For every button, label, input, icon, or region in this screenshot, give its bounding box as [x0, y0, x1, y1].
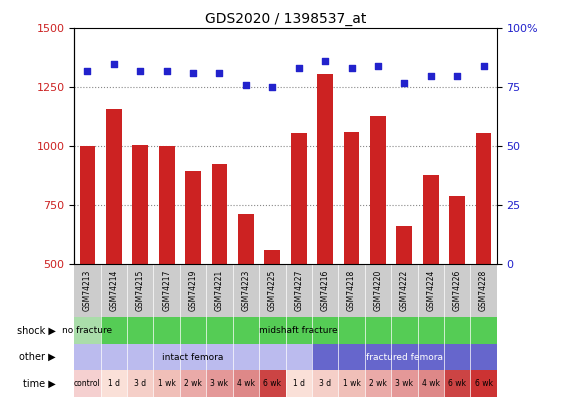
Bar — [476, 133, 492, 264]
Point — [215, 70, 224, 77]
Bar — [185, 171, 201, 264]
Bar — [211, 164, 227, 264]
Title: GDS2020 / 1398537_at: GDS2020 / 1398537_at — [205, 12, 366, 26]
Text: GSM74227: GSM74227 — [294, 270, 303, 311]
Point — [136, 68, 145, 74]
Text: GSM74220: GSM74220 — [373, 270, 383, 311]
Text: GSM74219: GSM74219 — [188, 270, 198, 311]
Point — [373, 63, 383, 69]
Text: 3 wk: 3 wk — [211, 379, 228, 388]
Point — [294, 65, 303, 72]
Text: 3 d: 3 d — [134, 379, 146, 388]
Bar — [370, 115, 386, 264]
Text: control: control — [74, 379, 101, 388]
Point — [83, 68, 92, 74]
Text: 1 d: 1 d — [108, 379, 120, 388]
Bar — [423, 175, 439, 264]
Bar — [238, 213, 254, 264]
Text: 4 wk: 4 wk — [422, 379, 440, 388]
Text: shock ▶: shock ▶ — [17, 326, 56, 336]
Text: GSM74222: GSM74222 — [400, 270, 409, 311]
Text: 1 d: 1 d — [293, 379, 305, 388]
Text: GSM74221: GSM74221 — [215, 270, 224, 311]
Text: 3 wk: 3 wk — [395, 379, 413, 388]
Point — [242, 82, 251, 88]
Point — [188, 70, 198, 77]
Text: fractured femora: fractured femora — [366, 353, 443, 362]
Text: 1 wk: 1 wk — [343, 379, 360, 388]
Point — [347, 65, 356, 72]
Bar — [344, 132, 359, 264]
Text: GSM74217: GSM74217 — [162, 270, 171, 311]
Text: GSM74228: GSM74228 — [479, 270, 488, 311]
Text: 2 wk: 2 wk — [369, 379, 387, 388]
Point — [400, 79, 409, 86]
Text: 1 wk: 1 wk — [158, 379, 176, 388]
Point — [320, 58, 329, 65]
Point — [479, 63, 488, 69]
Text: time ▶: time ▶ — [23, 379, 56, 389]
Text: GSM74215: GSM74215 — [136, 270, 145, 311]
Text: 6 wk: 6 wk — [475, 379, 493, 388]
Point — [109, 60, 118, 67]
Text: 6 wk: 6 wk — [448, 379, 466, 388]
Text: GSM74225: GSM74225 — [268, 270, 277, 311]
Text: GSM74224: GSM74224 — [426, 270, 435, 311]
Text: 3 d: 3 d — [319, 379, 331, 388]
Bar — [132, 145, 148, 264]
Point — [453, 72, 462, 79]
Text: GSM74223: GSM74223 — [242, 270, 251, 311]
Point — [162, 68, 171, 74]
Text: GSM74213: GSM74213 — [83, 270, 92, 311]
Bar — [159, 146, 175, 264]
Point — [426, 72, 435, 79]
Text: GSM74218: GSM74218 — [347, 270, 356, 311]
Text: GSM74214: GSM74214 — [109, 270, 118, 311]
Text: 6 wk: 6 wk — [263, 379, 282, 388]
Point — [268, 84, 277, 91]
Text: 2 wk: 2 wk — [184, 379, 202, 388]
Text: GSM74226: GSM74226 — [453, 270, 462, 311]
Text: other ▶: other ▶ — [19, 352, 56, 362]
Text: midshaft fracture: midshaft fracture — [259, 326, 338, 335]
Text: GSM74216: GSM74216 — [320, 270, 329, 311]
Bar — [106, 109, 122, 264]
Bar — [264, 250, 280, 264]
Text: intact femora: intact femora — [162, 353, 224, 362]
Bar — [396, 226, 412, 264]
Bar — [79, 146, 95, 264]
Text: no fracture: no fracture — [62, 326, 112, 335]
Text: 4 wk: 4 wk — [237, 379, 255, 388]
Bar — [317, 75, 333, 264]
Bar — [449, 196, 465, 264]
Bar — [291, 133, 307, 264]
